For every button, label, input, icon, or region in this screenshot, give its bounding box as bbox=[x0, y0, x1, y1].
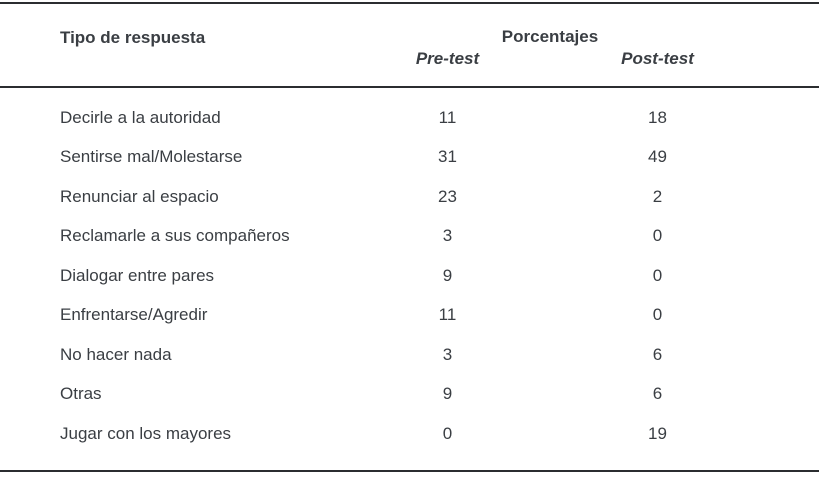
column-header-pre-test: Pre-test bbox=[415, 49, 480, 68]
response-type-cell: Renunciar al espacio bbox=[60, 186, 219, 206]
response-type-cell: Reclamarle a sus compañeros bbox=[60, 226, 290, 246]
table-row: No hacer nada 3 6 bbox=[0, 335, 819, 375]
table-row: Decirle a la autoridad 11 18 bbox=[0, 98, 819, 138]
post-test-value: 0 bbox=[652, 226, 663, 246]
table-header-rule bbox=[0, 86, 819, 88]
pre-test-value: 11 bbox=[438, 107, 457, 127]
table-body: Decirle a la autoridad 11 18 Sentirse ma… bbox=[0, 88, 819, 470]
post-test-value: 2 bbox=[652, 186, 663, 206]
response-type-cell: Jugar con los mayores bbox=[60, 423, 232, 443]
post-test-value: 0 bbox=[652, 305, 663, 325]
table-row: Otras 9 6 bbox=[0, 375, 819, 415]
table-top-rule bbox=[0, 2, 819, 4]
post-test-value: 19 bbox=[648, 423, 667, 443]
post-test-value: 49 bbox=[648, 147, 667, 167]
post-test-value: 18 bbox=[648, 107, 667, 127]
column-group-header-percentages: Porcentajes bbox=[501, 27, 599, 46]
response-type-cell: Otras bbox=[60, 384, 102, 404]
pre-test-value: 9 bbox=[442, 265, 453, 285]
table-row: Sentirse mal/Molestarse 31 49 bbox=[0, 138, 819, 178]
response-type-cell: No hacer nada bbox=[60, 344, 172, 364]
table-row: Reclamarle a sus compañeros 3 0 bbox=[0, 217, 819, 257]
response-type-cell: Dialogar entre pares bbox=[60, 265, 215, 285]
column-header-response-type: Tipo de respuesta bbox=[60, 28, 206, 47]
table-row: Jugar con los mayores 0 19 bbox=[0, 414, 819, 454]
table-bottom-rule bbox=[0, 469, 819, 472]
response-type-cell: Sentirse mal/Molestarse bbox=[60, 147, 243, 167]
post-test-value: 6 bbox=[652, 384, 663, 404]
response-type-cell: Decirle a la autoridad bbox=[60, 107, 221, 127]
table-row: Renunciar al espacio 23 2 bbox=[0, 177, 819, 217]
pre-test-value: 3 bbox=[442, 226, 453, 246]
pre-test-value: 11 bbox=[438, 305, 457, 325]
pre-test-value: 31 bbox=[438, 147, 457, 167]
pre-test-value: 0 bbox=[442, 423, 453, 443]
post-test-value: 6 bbox=[652, 344, 663, 364]
pre-test-value: 9 bbox=[442, 384, 453, 404]
response-type-cell: Enfrentarse/Agredir bbox=[60, 305, 208, 325]
table-row: Enfrentarse/Agredir 11 0 bbox=[0, 296, 819, 336]
table-header: Tipo de respuesta Porcentajes Pre-test P… bbox=[0, 4, 819, 86]
pre-test-value: 23 bbox=[438, 186, 457, 206]
table-row: Dialogar entre pares 9 0 bbox=[0, 256, 819, 296]
pre-test-value: 3 bbox=[442, 344, 453, 364]
post-test-value: 0 bbox=[652, 265, 663, 285]
column-header-post-test: Post-test bbox=[621, 49, 694, 68]
